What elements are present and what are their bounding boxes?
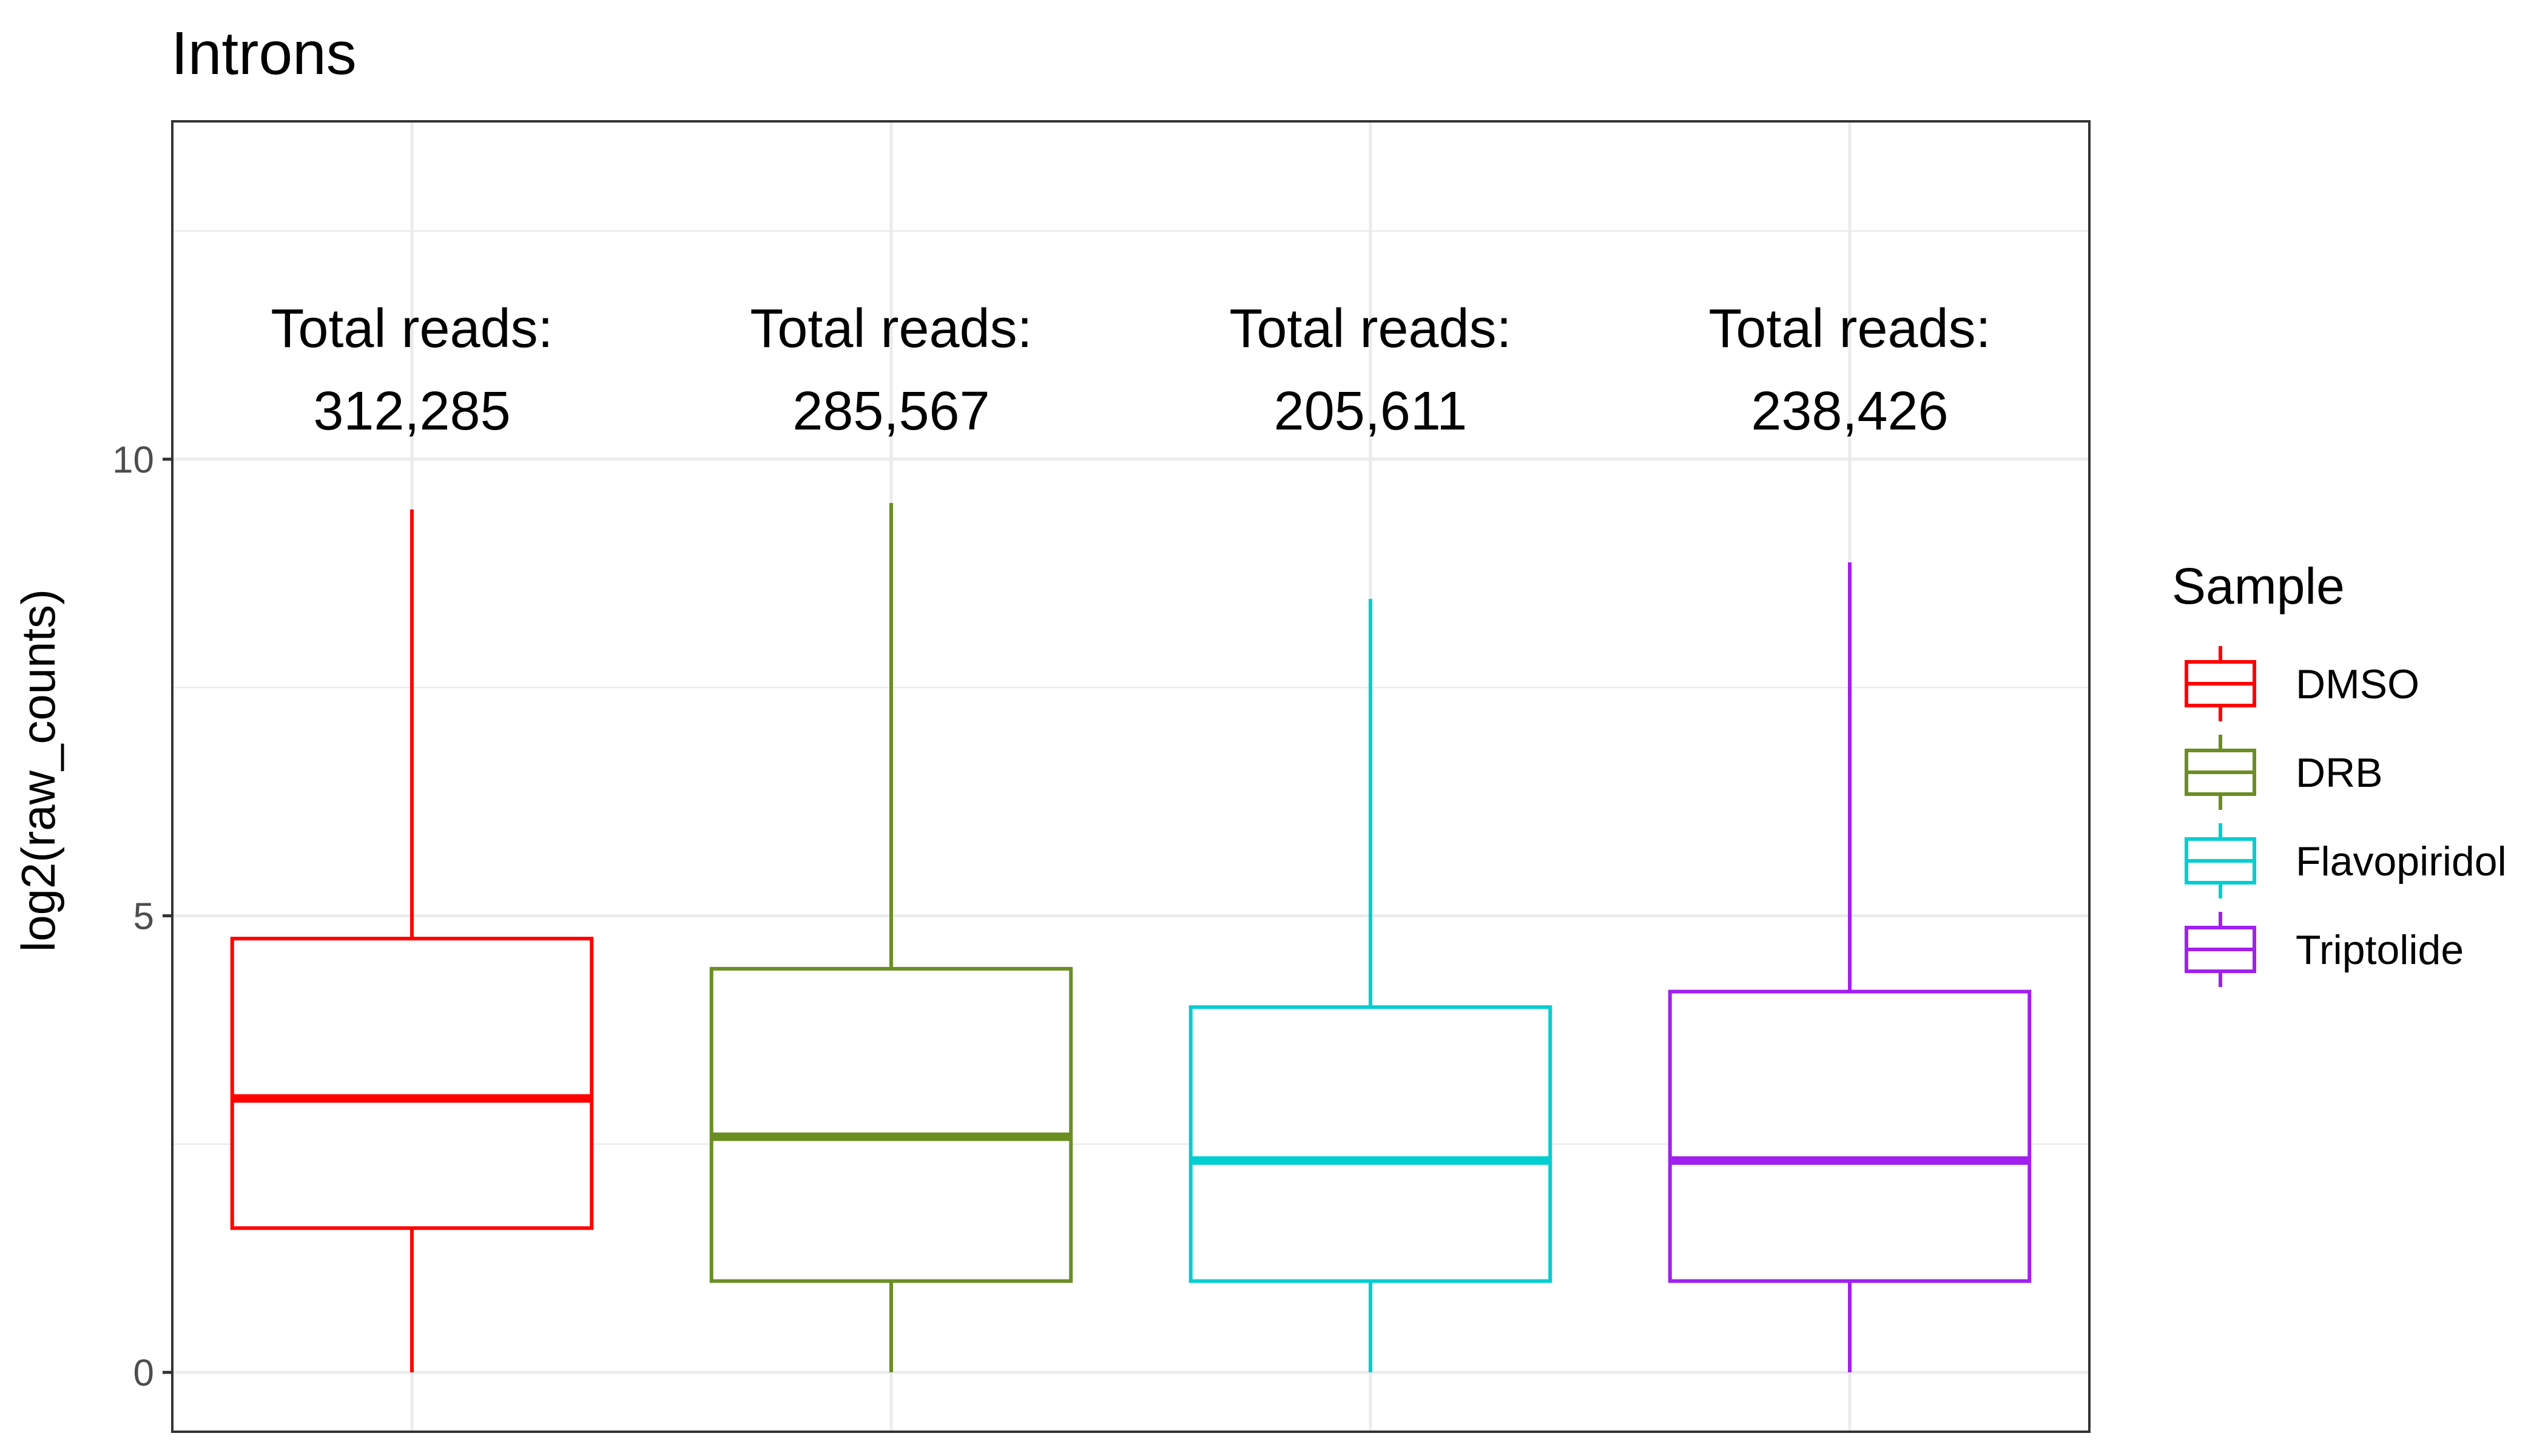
- y-tick-label: 0: [133, 1352, 154, 1394]
- annotation-value: 238,426: [1751, 381, 1948, 442]
- box-iqr: [1188, 1005, 1552, 1283]
- annotation-label: Total reads:: [1229, 298, 1511, 359]
- legend-item-dmso: DMSO: [2185, 646, 2419, 721]
- annotation-label: Total reads:: [271, 298, 553, 359]
- annotation-value: 285,567: [792, 381, 989, 442]
- legend-item-triptolide: Triptolide: [2185, 912, 2464, 987]
- legend: Sample DMSO DRB Flavopiridol Triptolide: [2172, 558, 2507, 987]
- box-triptolide: [1668, 562, 2032, 1373]
- legend-label: Triptolide: [2296, 927, 2464, 973]
- legend-item-drb: DRB: [2185, 735, 2383, 810]
- y-axis-label: log2(raw_counts): [12, 589, 65, 952]
- box-plots: [230, 503, 2032, 1373]
- legend-label: DRB: [2296, 750, 2383, 796]
- box-dmso: [230, 509, 594, 1373]
- annotations: Total reads: 312,285 Total reads: 285,567 To…: [271, 298, 1990, 442]
- box-iqr: [1668, 989, 2032, 1283]
- y-axis: 0 5 10: [112, 439, 172, 1394]
- annotation-value: 312,285: [313, 381, 510, 442]
- annotation-value: 205,611: [1274, 381, 1468, 442]
- annotation-label: Total reads:: [1708, 298, 1990, 359]
- plot-panel-border: [171, 120, 2091, 1433]
- box-drb: [709, 503, 1073, 1373]
- legend-label: DMSO: [2296, 661, 2419, 707]
- box-iqr: [230, 937, 594, 1230]
- box-iqr: [709, 966, 1073, 1283]
- y-tick-label: 10: [112, 439, 154, 481]
- legend-item-flavopiridol: Flavopiridol: [2185, 823, 2507, 898]
- chart-title: Introns: [171, 19, 357, 87]
- annotation-label: Total reads:: [750, 298, 1032, 359]
- legend-title: Sample: [2172, 558, 2345, 615]
- y-tick-label: 5: [133, 896, 154, 938]
- box-flavopiridol: [1188, 599, 1552, 1373]
- legend-label: Flavopiridol: [2296, 838, 2507, 885]
